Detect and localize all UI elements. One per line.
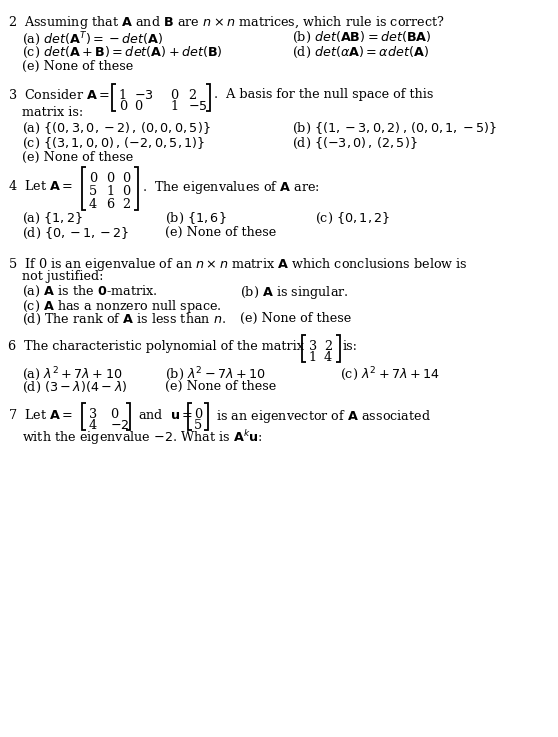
Text: 0: 0 [122,185,130,198]
Text: (b) $\{(1,-3,0,2)\,,\,(0,0,1,-5)\}$: (b) $\{(1,-3,0,2)\,,\,(0,0,1,-5)\}$ [292,121,497,136]
Text: 0: 0 [106,172,114,185]
Text: 2  Assuming that $\mathbf{A}$ and $\mathbf{B}$ are $n \times n$ matrices, which : 2 Assuming that $\mathbf{A}$ and $\mathb… [8,14,445,31]
Text: 4  Let $\mathbf{A} = $: 4 Let $\mathbf{A} = $ [8,179,73,193]
Text: (b) $\{1,6\}$: (b) $\{1,6\}$ [165,211,227,226]
Text: matrix is:: matrix is: [22,106,83,119]
Text: 0: 0 [134,100,142,113]
Text: 0: 0 [119,100,127,113]
Text: 1: 1 [119,89,127,102]
Text: (a) $\lambda^2 + 7\lambda + 10$: (a) $\lambda^2 + 7\lambda + 10$ [22,365,123,383]
Text: (d) $\{0,-1,-2\}$: (d) $\{0,-1,-2\}$ [22,226,129,241]
Text: 0: 0 [110,408,118,421]
Text: (c) $\mathbf{A}$ has a nonzero null space.: (c) $\mathbf{A}$ has a nonzero null spac… [22,298,222,315]
Text: 1: 1 [170,100,178,113]
Text: (d) $det(\alpha\mathbf{A}) = \alpha det(\mathbf{A})$: (d) $det(\alpha\mathbf{A}) = \alpha det(… [292,45,429,60]
Text: 3: 3 [89,408,97,421]
Text: with the eigenvalue $-2$. What is $\mathbf{A}^k\mathbf{u}$:: with the eigenvalue $-2$. What is $\math… [22,428,263,447]
Text: is an eigenvector of $\mathbf{A}$ associated: is an eigenvector of $\mathbf{A}$ associ… [212,408,431,425]
Text: 5  If 0 is an eigenvalue of an $n \times n$ matrix $\mathbf{A}$ which conclusion: 5 If 0 is an eigenvalue of an $n \times … [8,256,468,273]
Text: 3  Consider $\mathbf{A} = $: 3 Consider $\mathbf{A} = $ [8,88,110,102]
Text: 4: 4 [89,198,97,211]
Text: (a) $\mathbf{A}$ is the $\mathbf{0}$-matrix.: (a) $\mathbf{A}$ is the $\mathbf{0}$-mat… [22,284,157,299]
Text: (a) $det(\mathbf{A}^T) = -det(\mathbf{A})$: (a) $det(\mathbf{A}^T) = -det(\mathbf{A}… [22,30,163,48]
Text: (d) $\{(-3,0)\,,\,(2,5)\}$: (d) $\{(-3,0)\,,\,(2,5)\}$ [292,136,417,151]
Text: (c) $\lambda^2 + 7\lambda + 14$: (c) $\lambda^2 + 7\lambda + 14$ [340,365,440,383]
Text: (c) $\{(3,1,0,0)\,,\,(-2,0,5,1)\}$: (c) $\{(3,1,0,0)\,,\,(-2,0,5,1)\}$ [22,136,205,151]
Text: 4: 4 [89,419,97,432]
Text: and  $\mathbf{u} = $: and $\mathbf{u} = $ [134,408,193,422]
Text: 0: 0 [122,172,130,185]
Text: 7  Let $\mathbf{A} = $: 7 Let $\mathbf{A} = $ [8,408,73,422]
Text: (c) $\{0,1,2\}$: (c) $\{0,1,2\}$ [315,211,390,226]
Text: 0: 0 [194,408,202,421]
Text: (e) None of these: (e) None of these [22,60,133,73]
Text: 2: 2 [188,89,196,102]
Text: 0: 0 [89,172,97,185]
Text: 1: 1 [309,351,317,364]
Text: 2: 2 [324,340,332,353]
Text: (d) The rank of $\mathbf{A}$ is less than $n$.: (d) The rank of $\mathbf{A}$ is less tha… [22,312,226,327]
Text: (e) None of these: (e) None of these [165,226,276,239]
Text: (d) $(3-\lambda)(4-\lambda)$: (d) $(3-\lambda)(4-\lambda)$ [22,380,128,395]
Text: $-3$: $-3$ [134,89,154,102]
Text: (a) $\{1,2\}$: (a) $\{1,2\}$ [22,211,83,226]
Text: 0: 0 [170,89,178,102]
Text: (a) $\{(0,3,0,-2)\,,\,(0,0,0,5)\}$: (a) $\{(0,3,0,-2)\,,\,(0,0,0,5)\}$ [22,121,210,136]
Text: (b) $det(\mathbf{AB}) = det(\mathbf{BA})$: (b) $det(\mathbf{AB}) = det(\mathbf{BA})… [292,30,431,45]
Text: .  A basis for the null space of this: . A basis for the null space of this [214,88,434,101]
Text: 6: 6 [106,198,114,211]
Text: 5: 5 [89,185,97,198]
Text: 1: 1 [106,185,114,198]
Text: (e) None of these: (e) None of these [165,380,276,393]
Text: 2: 2 [122,198,130,211]
Text: $-2$: $-2$ [110,419,129,432]
Text: $-5$: $-5$ [188,100,208,113]
Text: not justified:: not justified: [22,270,103,283]
Text: (e) None of these: (e) None of these [240,312,351,325]
Text: (e) None of these: (e) None of these [22,151,133,164]
Text: 4: 4 [324,351,332,364]
Text: 6  The characteristic polynomial of the matrix: 6 The characteristic polynomial of the m… [8,340,308,353]
Text: (b) $\lambda^2 - 7\lambda + 10$: (b) $\lambda^2 - 7\lambda + 10$ [165,365,266,383]
Text: 5: 5 [194,419,202,432]
Text: .  The eigenvalues of $\mathbf{A}$ are:: . The eigenvalues of $\mathbf{A}$ are: [142,179,320,196]
Text: (c) $det(\mathbf{A} + \mathbf{B}) = det(\mathbf{A})+det(\mathbf{B})$: (c) $det(\mathbf{A} + \mathbf{B}) = det(… [22,45,223,60]
Text: is:: is: [343,340,358,353]
Text: 3: 3 [309,340,317,353]
Text: (b) $\mathbf{A}$ is singular.: (b) $\mathbf{A}$ is singular. [240,284,349,301]
